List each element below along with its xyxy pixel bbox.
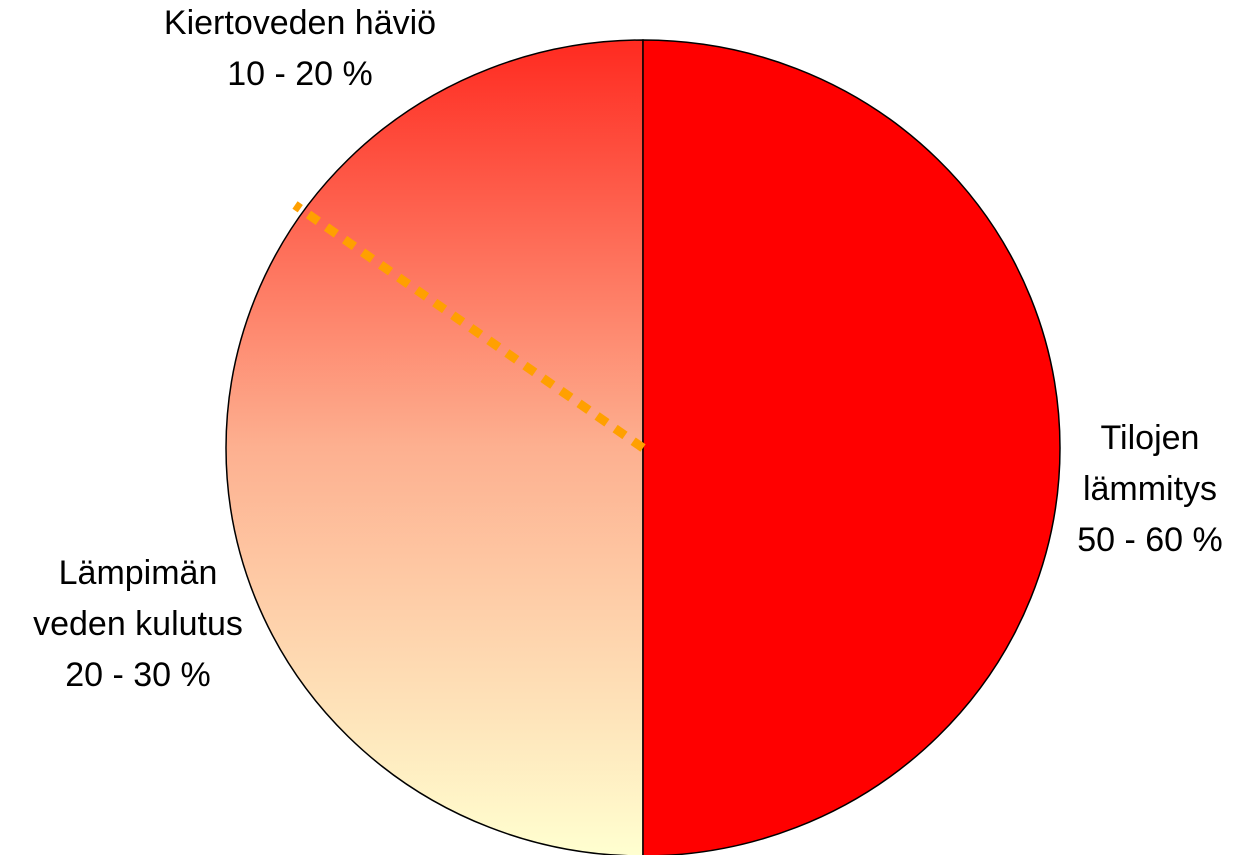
segment-label: Tilojen [1101,419,1200,457]
segment-label: veden kulutus [33,605,243,643]
left-half [225,39,644,855]
divider [292,201,646,452]
segment-label: 20 - 30 % [65,656,211,694]
labels: Kiertoveden häviö 10 - 20 % Tilojen lämmity… [33,4,1223,694]
segment-label: lämmitys [1083,470,1217,508]
right-half [642,39,1061,855]
segment-label: Kiertoveden häviö [164,4,436,42]
segment-label: 50 - 60 % [1077,521,1223,559]
segment-label: 10 - 20 % [227,55,373,93]
segment-label: Lämpimän [59,554,218,592]
